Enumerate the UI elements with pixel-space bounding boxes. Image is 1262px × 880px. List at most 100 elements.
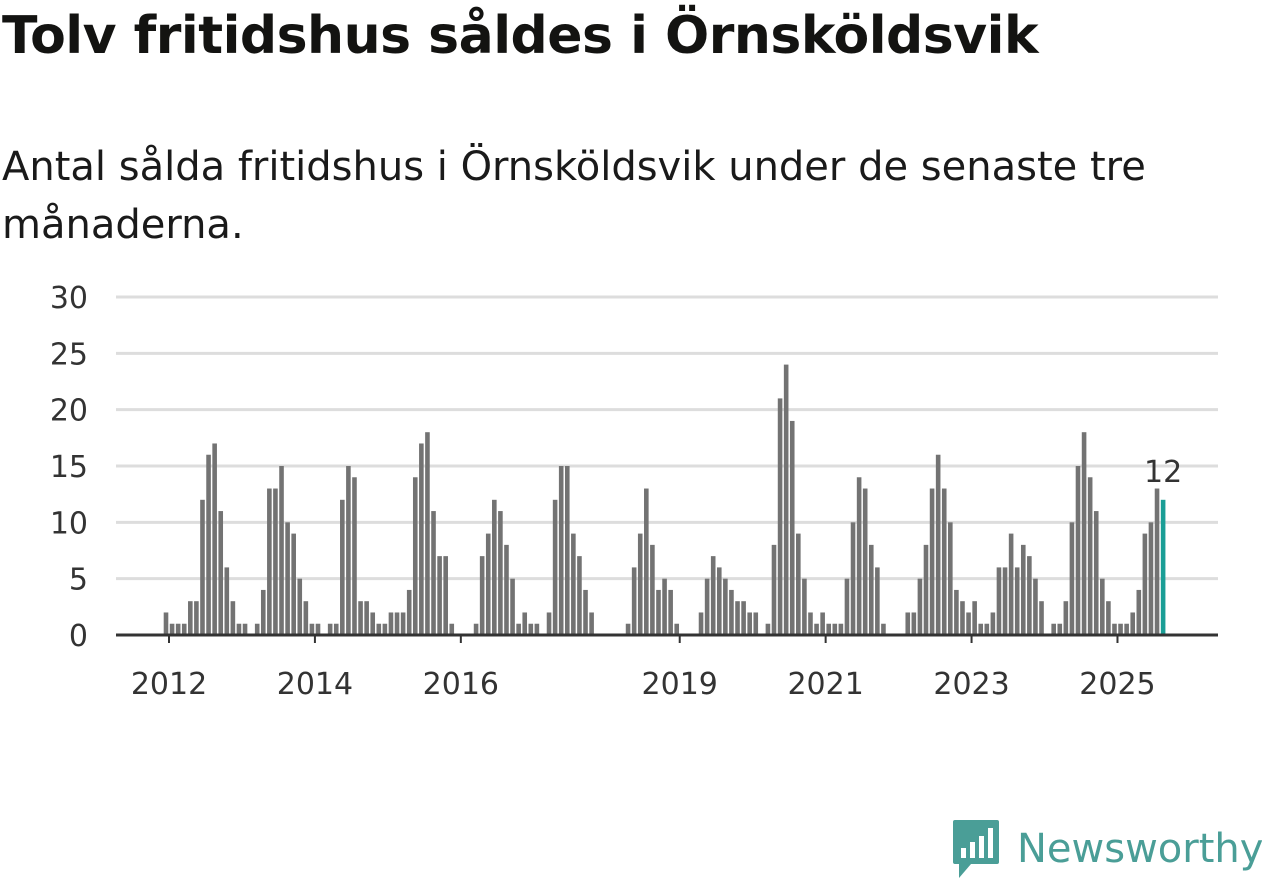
bar	[583, 589, 588, 635]
newsworthy-logo: Newsworthy	[951, 818, 1262, 880]
bar	[972, 601, 977, 635]
bar	[163, 612, 169, 635]
bar	[1136, 589, 1142, 635]
bar	[1148, 522, 1154, 635]
bar	[382, 623, 388, 635]
bar	[631, 567, 637, 635]
bar	[960, 601, 965, 635]
y-tick-label: 5	[69, 563, 88, 598]
bar	[242, 623, 248, 635]
bar	[352, 477, 357, 635]
bar	[1075, 466, 1081, 635]
bar	[534, 623, 540, 635]
bar	[479, 556, 485, 635]
bar	[1020, 544, 1026, 635]
bar	[1142, 533, 1148, 635]
bar	[327, 623, 333, 635]
bar	[996, 567, 1002, 635]
bar	[948, 522, 953, 635]
bar	[212, 443, 217, 635]
y-axis-tick-labels: 0 5 10 15 20 25 30	[50, 281, 88, 654]
bar	[394, 612, 400, 635]
bar	[978, 623, 984, 635]
bar	[577, 556, 582, 635]
bar-series	[163, 364, 1166, 635]
newsworthy-logo-icon	[953, 820, 999, 878]
bar	[1106, 601, 1111, 635]
bar	[358, 601, 363, 635]
bar	[558, 466, 564, 635]
bar	[552, 499, 558, 635]
bar	[941, 488, 947, 635]
bar	[546, 612, 552, 635]
bar	[419, 443, 424, 635]
bar	[1069, 522, 1075, 635]
bar	[844, 578, 850, 635]
bar	[1008, 533, 1014, 635]
bar	[929, 488, 935, 635]
bar	[412, 477, 418, 635]
bar	[188, 601, 193, 635]
bar	[267, 488, 272, 635]
bar	[741, 601, 746, 635]
y-tick-label: 25	[50, 337, 88, 372]
bar	[206, 454, 211, 635]
bar	[662, 578, 667, 635]
bar	[917, 578, 923, 635]
bar	[340, 499, 345, 635]
bar	[254, 623, 260, 635]
y-tick-label: 30	[50, 281, 88, 316]
bar	[881, 623, 886, 635]
bar	[346, 466, 351, 635]
bar	[364, 601, 369, 635]
bar	[425, 432, 430, 635]
bar	[625, 623, 631, 635]
bar	[1112, 623, 1117, 635]
bar	[637, 533, 643, 635]
x-tick-label: 2025	[1079, 667, 1155, 702]
bar	[200, 499, 205, 635]
bar	[1124, 623, 1129, 635]
bar	[838, 623, 844, 635]
bar	[194, 601, 199, 635]
bar	[771, 544, 777, 635]
x-tick-label: 2021	[787, 667, 863, 702]
bar	[303, 601, 309, 635]
bar	[1027, 556, 1032, 635]
bar	[735, 601, 740, 635]
bar	[443, 556, 448, 635]
bar	[169, 623, 175, 635]
bar	[796, 533, 801, 635]
bar	[650, 544, 655, 635]
bar	[644, 488, 649, 635]
bar	[236, 623, 242, 635]
x-tick-label: 2012	[131, 667, 207, 702]
bar	[777, 398, 783, 635]
bar	[291, 533, 296, 635]
bar	[218, 511, 224, 635]
bar	[504, 544, 509, 635]
bar	[698, 612, 704, 635]
bar	[589, 612, 594, 635]
bar	[333, 623, 339, 635]
bar	[826, 623, 832, 635]
bar	[498, 511, 503, 635]
bar	[522, 612, 528, 635]
bar	[905, 612, 911, 635]
x-tick-label: 2014	[277, 667, 353, 702]
bar	[492, 499, 497, 635]
gridlines	[116, 295, 1218, 581]
bar	[875, 567, 880, 635]
bar	[765, 623, 771, 635]
bar	[388, 612, 394, 635]
bar	[723, 578, 728, 635]
bar	[437, 556, 442, 635]
bar	[449, 623, 455, 635]
bar	[923, 544, 929, 635]
chart-subtitle: Antal sålda fritidshus i Örnsköldsvik un…	[2, 144, 1146, 248]
bar	[1100, 578, 1105, 635]
bar	[656, 589, 661, 635]
bar	[1087, 477, 1093, 635]
y-tick-label: 10	[50, 506, 88, 541]
